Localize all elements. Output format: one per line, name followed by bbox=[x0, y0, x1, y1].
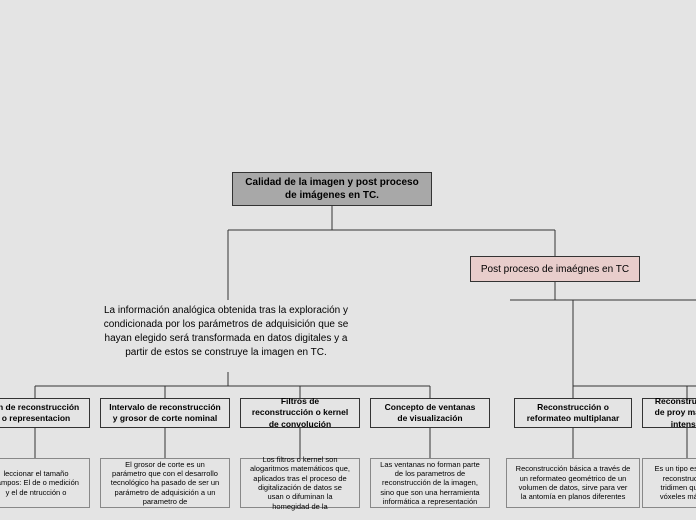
left-desc-2: Los filtros o kernel son alogaritmos mat… bbox=[240, 458, 360, 508]
left-title-1: Intervalo de reconstrucción y grosor de … bbox=[100, 398, 230, 428]
left-desc-0-label: leccionar el tamaño campos: El de o medi… bbox=[0, 469, 81, 497]
intro-paragraph-text: La información analógica obtenida tras l… bbox=[104, 305, 349, 358]
left-title-1-label: Intervalo de reconstrucción y grosor de … bbox=[109, 402, 221, 424]
right-title-0: Reconstrucción o reformateo multiplanar bbox=[514, 398, 632, 428]
root-node: Calidad de la imagen y post proceso de i… bbox=[232, 172, 432, 206]
intro-paragraph: La información analógica obtenida tras l… bbox=[96, 304, 356, 360]
right-title-0-label: Reconstrucción o reformateo multiplanar bbox=[523, 402, 623, 424]
left-desc-0: leccionar el tamaño campos: El de o medi… bbox=[0, 458, 90, 508]
left-title-0: ón de reconstrucción o representacion bbox=[0, 398, 90, 428]
left-title-3: Concepto de ventanas de visualización bbox=[370, 398, 490, 428]
left-title-0-label: ón de reconstrucción o representacion bbox=[0, 402, 81, 424]
branch-postproceso-label: Post proceso de imaégnes en TC bbox=[481, 263, 629, 276]
right-desc-0: Reconstrucción básica a través de un ref… bbox=[506, 458, 640, 508]
right-desc-1: Es un tipo específic reconstrucción trid… bbox=[642, 458, 696, 508]
left-desc-3: Las ventanas no forman parte de los para… bbox=[370, 458, 490, 508]
right-desc-1-label: Es un tipo específic reconstrucción trid… bbox=[651, 464, 696, 502]
branch-postproceso: Post proceso de imaégnes en TC bbox=[470, 256, 640, 282]
left-desc-3-label: Las ventanas no forman parte de los para… bbox=[379, 460, 481, 507]
right-title-1-label: Reconstrucción de proy máxima intensid bbox=[651, 396, 696, 429]
right-title-1: Reconstrucción de proy máxima intensid bbox=[642, 398, 696, 428]
right-desc-0-label: Reconstrucción básica a través de un ref… bbox=[515, 464, 631, 502]
left-title-2: Filtros de reconstrucción o kernel de co… bbox=[240, 398, 360, 428]
left-title-3-label: Concepto de ventanas de visualización bbox=[379, 402, 481, 424]
left-title-2-label: Filtros de reconstrucción o kernel de co… bbox=[249, 396, 351, 429]
root-label: Calidad de la imagen y post proceso de i… bbox=[241, 176, 423, 202]
left-desc-1-label: El grosor de corte es un parámetro que c… bbox=[109, 460, 221, 507]
left-desc-1: El grosor de corte es un parámetro que c… bbox=[100, 458, 230, 508]
left-desc-2-label: Los filtros o kernel son alogaritmos mat… bbox=[249, 455, 351, 511]
